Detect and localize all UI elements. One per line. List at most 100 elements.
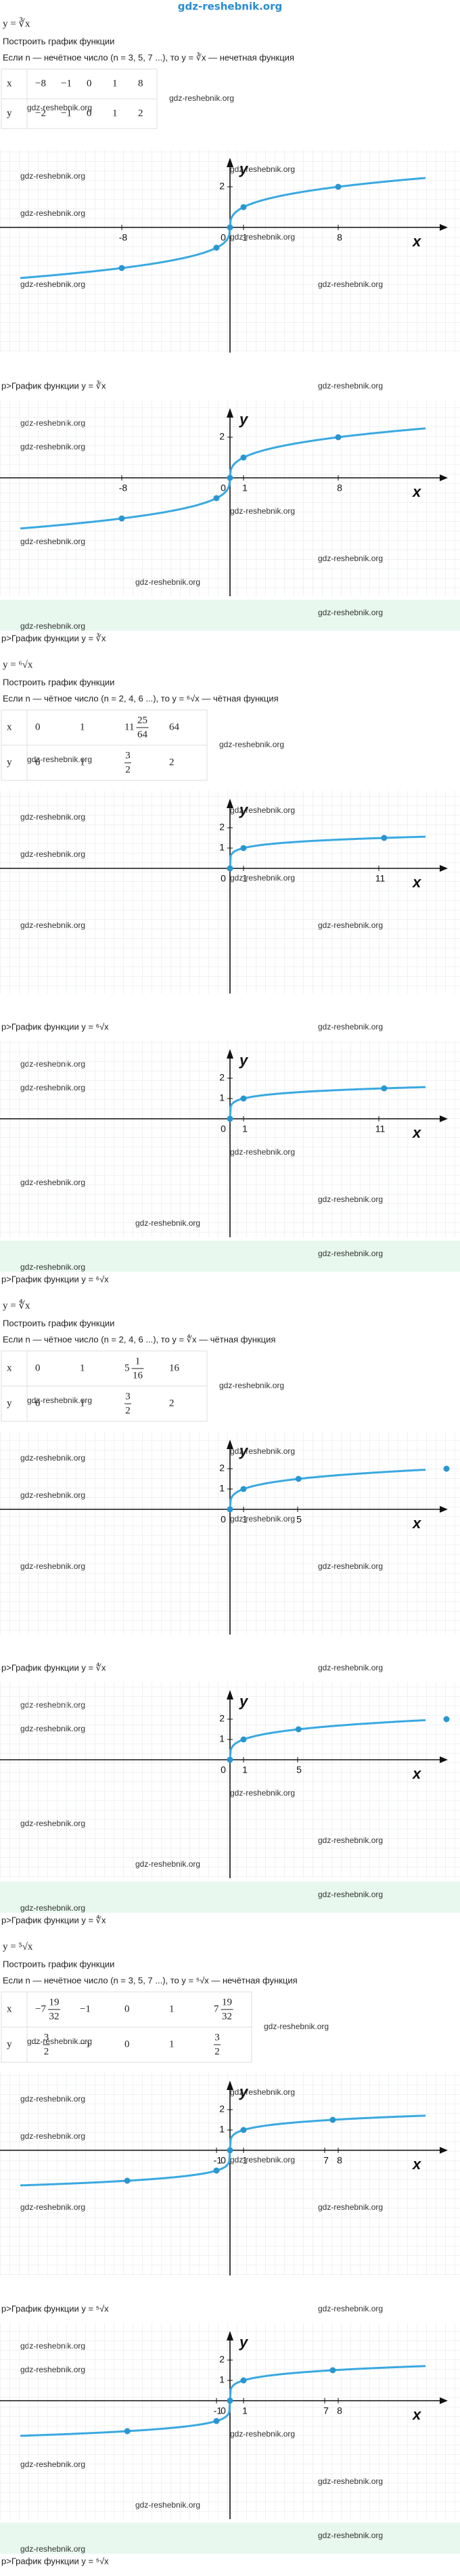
y-tick-label: 2	[219, 2354, 225, 2365]
x-tick-label: 11	[375, 873, 386, 884]
table-point	[240, 1736, 247, 1743]
table-point	[240, 1095, 247, 1102]
table-point	[240, 2377, 247, 2384]
table-cell-whole: 11	[124, 721, 134, 732]
table-cell: −8	[35, 78, 46, 89]
watermark: gdz-reshebnik.org	[20, 920, 85, 930]
table-point	[240, 2127, 247, 2133]
table-cell: 64	[169, 721, 180, 732]
table-point	[443, 1716, 450, 1723]
watermark: gdz-reshebnik.org	[230, 1514, 295, 1524]
watermark: gdz-reshebnik.org	[318, 2531, 383, 2540]
y-tick-label: 2	[219, 1072, 225, 1083]
x-tick-label: 8	[337, 483, 342, 493]
table-point	[213, 495, 220, 502]
x-tick-label: -8	[119, 483, 128, 493]
caption: р>График функции y = ∛x	[1, 380, 106, 391]
y-axis-arrow	[227, 2081, 233, 2090]
watermark: gdz-reshebnik.org	[20, 2202, 85, 2212]
table-point	[227, 865, 233, 872]
table-cell-whole: −	[35, 2039, 41, 2049]
x-tick-label: 1	[242, 2155, 248, 2166]
table-cell: −2	[35, 108, 46, 118]
table-cell: 1	[112, 78, 118, 89]
x-tick-label: 1	[242, 1764, 248, 1775]
table-cell: x	[7, 1362, 12, 1373]
table-point	[227, 1756, 233, 1763]
watermark: gdz-reshebnik.org	[20, 1903, 85, 1913]
watermark: gdz-reshebnik.org	[230, 506, 295, 516]
watermark: gdz-reshebnik.org	[20, 537, 85, 546]
table-cell-numerator: 3	[125, 1391, 131, 1402]
watermark: gdz-reshebnik.org	[169, 93, 234, 103]
x-axis-arrow	[440, 1756, 448, 1763]
table-cell-denominator: 2	[125, 764, 131, 775]
caption: р>График функции y = ∜x	[1, 1662, 106, 1672]
x-axis-label: x	[412, 2406, 421, 2423]
x-tick-label: -1	[214, 2155, 223, 2166]
table-cell-denominator: 2	[125, 1405, 131, 1416]
table-point	[227, 1115, 233, 1122]
watermark: gdz-reshebnik.org	[318, 381, 383, 391]
task-text: Построить график функции	[3, 1959, 114, 1969]
formula: y = ⁵√x	[3, 1941, 33, 1952]
highlight-band	[0, 600, 460, 631]
watermark: gdz-reshebnik.org	[20, 2094, 85, 2104]
task-text: Построить график функции	[3, 36, 114, 46]
watermark: gdz-reshebnik.org	[318, 2477, 383, 2486]
table-cell-denominator: 32	[222, 2011, 232, 2022]
table-cell: y	[7, 1398, 12, 1408]
y-tick-label: 1	[219, 1733, 225, 1744]
table-cell-denominator: 32	[49, 2011, 59, 2022]
table-cell: 2	[169, 1398, 175, 1408]
table-cell-whole: 7	[214, 2003, 219, 2014]
table-point	[227, 2397, 233, 2404]
x-tick-label: 1	[242, 1514, 248, 1525]
table-cell: 0	[35, 757, 41, 768]
table-cell: 0	[35, 1398, 41, 1408]
table-point	[381, 1085, 388, 1092]
x-axis-label: x	[412, 874, 421, 891]
formula: y = ⁶√x	[3, 659, 33, 670]
x-tick-label: 0	[221, 873, 226, 884]
table-point	[227, 224, 233, 231]
x-tick-label: 1	[242, 483, 248, 493]
table-cell: −1	[61, 78, 72, 89]
table-cell: 1	[80, 721, 85, 732]
table-cell-denominator: 2	[214, 2046, 220, 2057]
table-point	[213, 2418, 220, 2424]
table-point	[213, 244, 220, 251]
table-cell-whole: −7	[35, 2003, 46, 2014]
watermark: gdz-reshebnik.org	[230, 164, 295, 174]
x-tick-label: 5	[296, 1514, 302, 1525]
y-axis-arrow	[227, 2331, 233, 2340]
x-axis-arrow	[440, 2147, 448, 2154]
x-axis-label: x	[412, 1765, 421, 1782]
y-axis-label: y	[239, 160, 249, 177]
table-cell: −1	[80, 2003, 91, 2014]
table-point	[227, 2147, 233, 2154]
table-cell: 0	[124, 2039, 130, 2049]
x-tick-label: 1	[242, 1124, 248, 1134]
y-tick-label: 2	[219, 822, 225, 832]
highlight-band	[0, 1882, 460, 1913]
table-cell-denominator: 64	[137, 729, 148, 740]
x-tick-label: 0	[221, 232, 226, 243]
watermark: gdz-reshebnik.org	[20, 849, 85, 859]
x-axis-arrow	[440, 474, 448, 481]
watermark: gdz-reshebnik.org	[20, 442, 85, 451]
x-tick-label: 5	[296, 1764, 302, 1775]
y-axis-label: y	[239, 1442, 249, 1459]
table-point	[118, 515, 125, 522]
watermark: gdz-reshebnik.org	[20, 1083, 85, 1092]
watermark: gdz-reshebnik.org	[20, 1178, 85, 1187]
table-point	[240, 204, 247, 210]
watermark: gdz-reshebnik.org	[318, 1836, 383, 1845]
y-tick-label: 2	[219, 1713, 225, 1724]
x-tick-label: 1	[242, 2405, 248, 2416]
x-tick-label: 0	[221, 1514, 226, 1525]
table-cell-numerator: 3	[44, 2032, 49, 2043]
function-curve	[20, 2365, 426, 2437]
site-logo[interactable]: gdz-reshebnik.org	[178, 1, 282, 13]
condition-text: Если n — нечётное число (n = 3, 5, 7 ...…	[3, 1975, 298, 1985]
